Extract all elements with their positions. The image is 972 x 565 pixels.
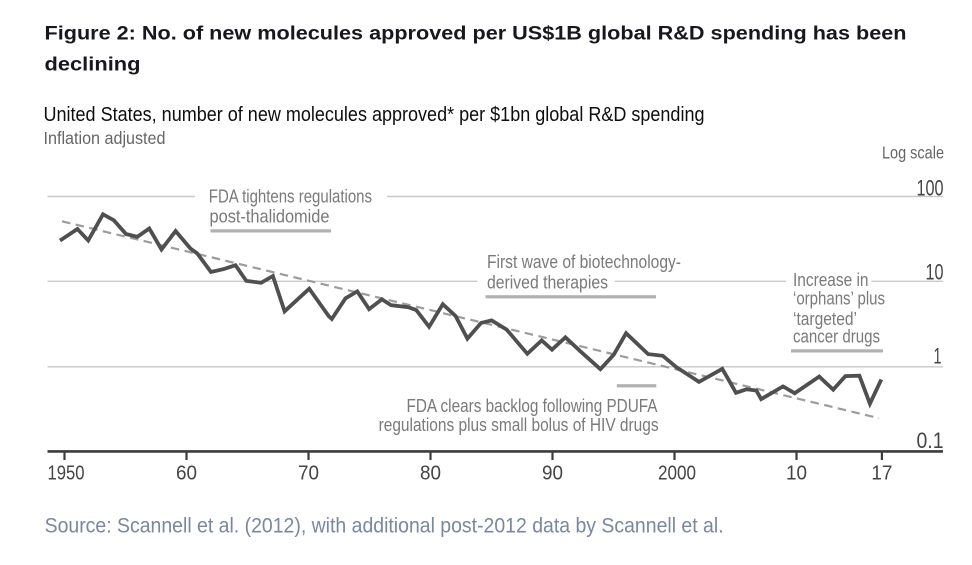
svg-text:Increase in: Increase in — [793, 270, 869, 290]
svg-text:FDA clears backlog following P: FDA clears backlog following PDUFA — [407, 396, 658, 416]
svg-text:post-thalidomide: post-thalidomide — [210, 207, 330, 227]
svg-text:Log scale: Log scale — [882, 143, 944, 163]
svg-text:Source: Scannell et al. (2012): Source: Scannell et al. (2012), with add… — [45, 515, 724, 538]
svg-text:0.1: 0.1 — [917, 428, 944, 453]
svg-text:60: 60 — [176, 463, 197, 485]
svg-text:First wave of biotechnology-: First wave of biotechnology- — [487, 252, 681, 272]
svg-text:70: 70 — [298, 463, 319, 485]
svg-text:2000: 2000 — [658, 463, 696, 485]
svg-text:100: 100 — [917, 176, 944, 201]
svg-text:10: 10 — [786, 463, 807, 485]
svg-text:regulations plus small bolus o: regulations plus small bolus of HIV drug… — [379, 415, 659, 435]
svg-text:90: 90 — [542, 463, 563, 485]
svg-text:United States, number of new m: United States, number of new molecules a… — [44, 104, 705, 126]
svg-text:1950: 1950 — [48, 463, 85, 485]
svg-text:derived therapies: derived therapies — [487, 272, 608, 292]
svg-text:declining: declining — [45, 54, 141, 76]
svg-text:1: 1 — [934, 344, 942, 369]
svg-text:Inflation adjusted: Inflation adjusted — [44, 128, 166, 148]
svg-text:Figure 2: No. of new molecules: Figure 2: No. of new molecules approved … — [45, 23, 907, 45]
svg-text:FDA tightens regulations: FDA tightens regulations — [209, 186, 372, 206]
svg-text:10: 10 — [926, 260, 944, 285]
svg-text:80: 80 — [420, 463, 441, 485]
svg-text:‘orphans’ plus: ‘orphans’ plus — [793, 289, 885, 309]
svg-text:17: 17 — [871, 463, 892, 485]
svg-text:‘targeted’: ‘targeted’ — [793, 309, 857, 329]
svg-text:cancer drugs: cancer drugs — [793, 327, 880, 347]
